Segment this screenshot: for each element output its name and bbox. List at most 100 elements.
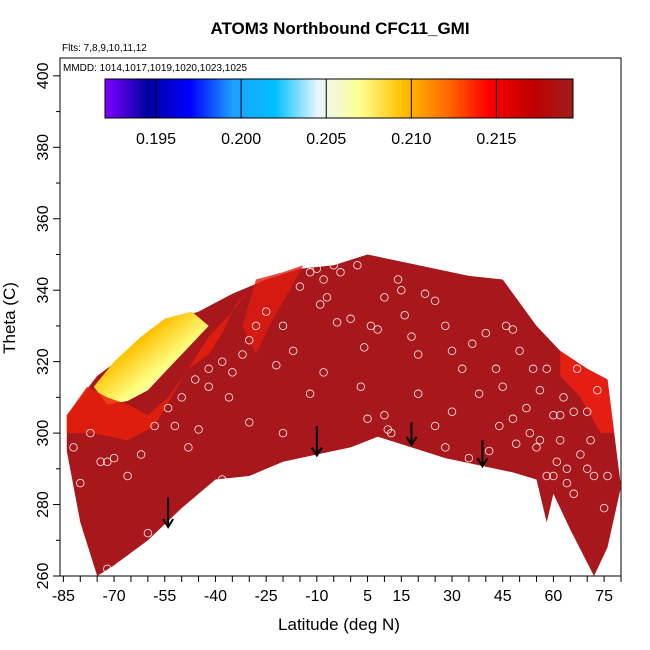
sample-point <box>542 364 551 374</box>
colorbar-tick-label: 0.200 <box>221 131 261 148</box>
sample-point <box>346 314 355 324</box>
sample-point <box>501 321 511 331</box>
sample-point <box>96 457 105 466</box>
flights-note: Flts: 7,8,9,10,11,12 <box>62 43 147 54</box>
low-value-tongue <box>93 311 209 405</box>
colorbar-tick-label: 0.205 <box>306 131 346 148</box>
sample-point <box>468 339 477 349</box>
sample-point <box>86 428 95 438</box>
down-arrow-icon <box>310 425 323 458</box>
y-tick-label: 400 <box>35 62 52 89</box>
sample-point <box>535 385 545 395</box>
x-tick-label: 60 <box>545 588 563 605</box>
down-arrow-icon <box>405 422 418 447</box>
sample-point <box>599 503 609 513</box>
sample-point <box>373 325 382 334</box>
sample-point <box>407 332 416 341</box>
sample-point <box>177 393 186 402</box>
sample-point <box>217 357 227 366</box>
sample-point <box>542 471 551 481</box>
field-layer <box>66 254 621 576</box>
dates-note: MMDD: 1014,1017,1019,1020,1023,1025 <box>63 63 247 74</box>
sample-point <box>288 346 298 356</box>
sample-point <box>522 403 531 413</box>
sample-point <box>312 264 322 274</box>
x-tick-label: 15 <box>392 588 410 605</box>
sample-point <box>319 368 328 377</box>
sample-point <box>481 328 491 338</box>
sample-point <box>447 346 457 356</box>
sample-point <box>569 489 578 499</box>
sample-point <box>315 300 325 309</box>
sample-point <box>464 453 474 463</box>
sample-point <box>552 457 562 466</box>
sample-point <box>562 478 572 488</box>
sample-point <box>441 321 450 331</box>
sample-point <box>535 435 545 445</box>
sample-point <box>103 564 112 574</box>
sample-point <box>278 428 288 438</box>
sample-point <box>498 382 507 391</box>
colorbar-tick-label: 0.210 <box>391 131 431 148</box>
sample-point <box>525 428 535 438</box>
down-arrow-icon <box>162 497 174 529</box>
sample-point <box>319 275 328 284</box>
sample-point <box>356 382 366 391</box>
sample-point <box>495 421 504 431</box>
sample-point <box>491 364 501 374</box>
sample-point <box>366 321 376 331</box>
sample-point <box>596 350 605 359</box>
sample-point <box>603 471 612 481</box>
sample-point <box>238 350 247 359</box>
sample-point <box>457 364 467 374</box>
edge-zone-north <box>560 350 615 434</box>
sample-point <box>322 293 332 302</box>
sample-point <box>508 414 518 424</box>
x-tick-label: -55 <box>153 588 176 605</box>
x-tick-label: -85 <box>52 588 75 605</box>
y-tick-label: 280 <box>35 491 52 518</box>
sample-point <box>224 393 234 402</box>
colorbar-tick-label: 0.215 <box>476 131 516 148</box>
sample-point <box>441 443 450 452</box>
sample-point <box>329 260 338 270</box>
x-tick-label: 45 <box>494 588 512 605</box>
sample-point <box>136 450 146 459</box>
sample-point <box>163 403 173 413</box>
sample-point <box>336 268 345 277</box>
colorbar: 0.195 0.200 0.205 0.210 0.215 <box>104 78 574 148</box>
sample-point <box>532 443 541 452</box>
edge-zone-mid <box>242 265 304 355</box>
sample-point <box>511 439 521 449</box>
sample-point <box>217 475 227 484</box>
sample-point <box>204 382 213 391</box>
sample-point <box>332 318 342 327</box>
sample-point <box>272 360 281 370</box>
sample-point <box>413 350 423 359</box>
x-tick-label: 75 <box>595 588 613 605</box>
sample-point <box>245 418 254 427</box>
x-axis: -85 -70 -55 -40 -25 -10 5 15 30 45 60 75 <box>52 576 622 605</box>
sample-point <box>353 260 362 270</box>
sample-point <box>589 471 599 481</box>
sample-point <box>76 478 85 488</box>
sample-point <box>150 421 159 431</box>
sample-point <box>69 443 78 452</box>
x-axis-label: Latitude (deg N) <box>278 615 400 634</box>
sample-point <box>582 407 592 416</box>
sample-point <box>103 457 112 466</box>
sample-point <box>363 414 372 424</box>
sample-point <box>194 425 203 434</box>
sample-point <box>359 343 369 352</box>
sample-point <box>116 561 126 570</box>
sample-points-layer <box>69 260 612 574</box>
sample-point <box>593 385 602 395</box>
sample-point <box>380 410 389 420</box>
edge-zone-south <box>66 290 250 441</box>
x-tick-label: -40 <box>204 588 227 605</box>
sample-point <box>549 471 558 481</box>
sample-point <box>420 289 430 299</box>
y-tick-label: 320 <box>35 348 52 375</box>
sample-point <box>184 443 193 452</box>
